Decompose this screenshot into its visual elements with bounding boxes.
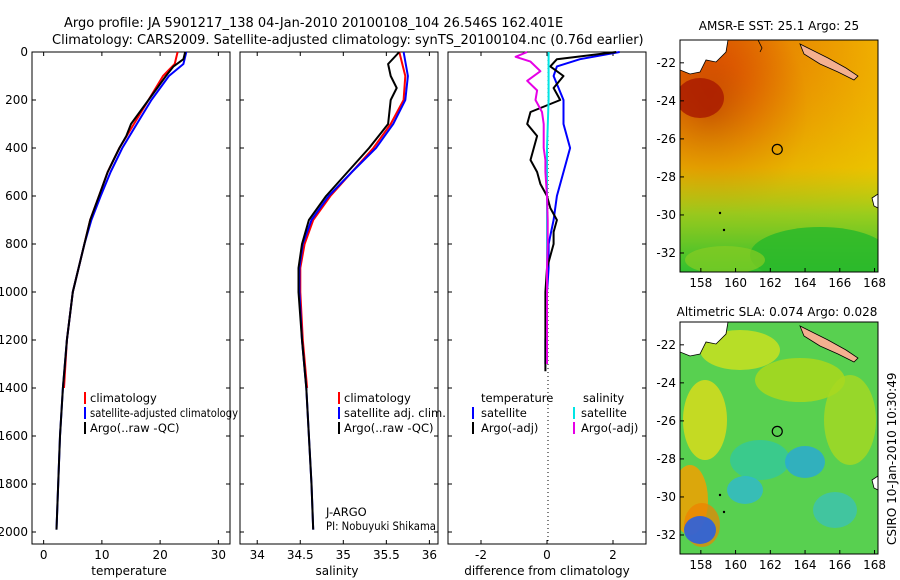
sla-map-frame xyxy=(679,321,879,555)
salinity-xtick-35.5: 35.5 xyxy=(373,548,400,562)
sst-map-ytick--28: -28 xyxy=(656,170,676,184)
difference-xtick-2: 2 xyxy=(609,548,617,562)
legend-diff-sal-argo: Argo(-adj) xyxy=(581,421,638,435)
sst-map-ytick--22: -22 xyxy=(656,56,676,70)
difference-series-0 xyxy=(544,51,620,364)
float-pi-label: PI: Nobuyuki Shikama xyxy=(326,519,436,533)
salinity-xtick-35: 35 xyxy=(336,548,351,562)
legend-sal-argo: Argo(..raw -QC) xyxy=(344,421,434,435)
sla-map-xtick-164: 164 xyxy=(794,558,817,572)
sst-map-ytick--32: -32 xyxy=(656,246,676,260)
legend-diff-temp-satellite: satellite xyxy=(481,406,527,420)
salinity-xtick-34: 34 xyxy=(250,548,265,562)
salinity-series xyxy=(297,51,409,530)
depth-tick-1200: 1200 xyxy=(0,333,28,347)
legend-diff-salinity-title: salinity xyxy=(583,391,624,405)
temperature-xtick-10: 10 xyxy=(94,548,109,562)
sst-map-ytick--24: -24 xyxy=(656,94,676,108)
sla-map-xtick-168: 168 xyxy=(863,558,886,572)
sla-map-ytick--26: -26 xyxy=(656,414,676,428)
temperature-series-0 xyxy=(63,51,179,389)
salinity-xtick-34.5: 34.5 xyxy=(287,548,314,562)
temperature-xtick-30: 30 xyxy=(211,548,226,562)
depth-tick-0: 0 xyxy=(20,45,28,59)
difference-legend: temperature salinity satellite Argo(-adj… xyxy=(472,391,638,435)
sla-map-field xyxy=(680,322,878,554)
sla-map-axes: 158 160 162 164 166 168 -22 -24 -26 -28 -30 -32 xyxy=(656,338,886,572)
sst-map-xtick-162: 162 xyxy=(759,276,782,290)
difference-series-3 xyxy=(514,51,549,364)
sla-map-ytick--24: -24 xyxy=(656,376,676,390)
depth-tick-2000: 2000 xyxy=(0,525,28,539)
sst-map-axes: 158 160 162 164 166 168 -22 -24 -26 -28 -30 -32 xyxy=(656,56,886,290)
float-program-label: J-ARGO xyxy=(325,505,367,519)
depth-tick-800: 800 xyxy=(5,237,28,251)
sst-map-xtick-164: 164 xyxy=(794,276,817,290)
sla-map-xtick-162: 162 xyxy=(759,558,782,572)
depth-tick-1400: 1400 xyxy=(0,381,28,395)
salinity-series-2 xyxy=(297,51,401,530)
temperature-legend: climatology satellite-adjusted climatolo… xyxy=(84,391,238,435)
sla-map-ytick--22: -22 xyxy=(656,338,676,352)
temperature-x-axis: 0 10 20 30 xyxy=(40,52,226,562)
depth-axis: 0 200 400 600 800 1000 1200 1400 1600 1800 2000 xyxy=(0,45,646,539)
depth-tick-1600: 1600 xyxy=(0,429,28,443)
sst-map-frame xyxy=(679,39,879,273)
temperature-xtick-20: 20 xyxy=(152,548,167,562)
sst-map-xtick-166: 166 xyxy=(828,276,851,290)
salinity-legend: climatology satellite adj. clim. Argo(..… xyxy=(325,391,446,533)
sst-map-xtick-160: 160 xyxy=(724,276,747,290)
depth-tick-1800: 1800 xyxy=(0,477,28,491)
sla-map-ytick--32: -32 xyxy=(656,528,676,542)
csiro-timestamp-label: CSIRO 10-Jan-2010 10:30:49 xyxy=(885,373,899,545)
sst-map-ytick--26: -26 xyxy=(656,132,676,146)
difference-xtick-0: 0 xyxy=(543,548,551,562)
sla-map-xtick-166: 166 xyxy=(828,558,851,572)
salinity-panel-frame xyxy=(239,51,439,545)
temperature-xlabel: temperature xyxy=(91,564,166,578)
temperature-panel-frame xyxy=(31,51,231,545)
sla-map-argo-location xyxy=(771,425,783,437)
sla-map-xtick-158: 158 xyxy=(689,558,712,572)
legend-diff-sal-satellite: satellite xyxy=(581,406,627,420)
legend-diff-temperature-title: temperature xyxy=(481,391,553,405)
sst-map-xtick-158: 158 xyxy=(689,276,712,290)
figure-title-line1: Argo profile: JA 5901217_138 04-Jan-2010… xyxy=(64,16,563,31)
difference-series xyxy=(514,51,620,372)
difference-x-axis: -2 0 2 xyxy=(475,52,617,562)
difference-series-1 xyxy=(526,51,617,372)
sst-map-title: AMSR-E SST: 25.1 Argo: 25 xyxy=(699,19,859,33)
depth-tick-600: 600 xyxy=(5,189,28,203)
legend-sal-satellite: satellite adj. clim. xyxy=(344,406,446,420)
sla-map-title: Altimetric SLA: 0.074 Argo: 0.028 xyxy=(677,305,878,319)
depth-tick-200: 200 xyxy=(5,93,28,107)
sst-map-xtick-168: 168 xyxy=(863,276,886,290)
legend-temp-satellite: satellite-adjusted climatology xyxy=(90,406,238,420)
legend-temp-argo: Argo(..raw -QC) xyxy=(90,421,180,435)
sst-map-argo-location xyxy=(771,143,783,155)
figure-title-line2: Climatology: CARS2009. Satellite-adjuste… xyxy=(52,33,644,48)
temperature-series-2 xyxy=(55,51,187,530)
sla-map-ytick--28: -28 xyxy=(656,452,676,466)
salinity-xtick-36: 36 xyxy=(422,548,437,562)
legend-sal-climatology: climatology xyxy=(344,391,411,405)
sst-map-field xyxy=(680,40,878,272)
sst-map-ytick--30: -30 xyxy=(656,208,676,222)
temperature-series-1 xyxy=(55,51,188,530)
depth-tick-1000: 1000 xyxy=(0,285,28,299)
salinity-x-axis: 34 34.5 35 35.5 36 xyxy=(250,52,437,562)
difference-xlabel: difference from climatology xyxy=(464,564,630,578)
legend-temp-climatology: climatology xyxy=(90,391,157,405)
depth-tick-400: 400 xyxy=(5,141,28,155)
legend-diff-temp-argo: Argo(-adj) xyxy=(481,421,538,435)
sla-map-ytick--30: -30 xyxy=(656,490,676,504)
salinity-xlabel: salinity xyxy=(315,564,358,578)
temperature-xtick-0: 0 xyxy=(40,548,48,562)
temperature-series xyxy=(55,51,188,530)
difference-xtick--2: -2 xyxy=(475,548,487,562)
sla-map-xtick-160: 160 xyxy=(724,558,747,572)
